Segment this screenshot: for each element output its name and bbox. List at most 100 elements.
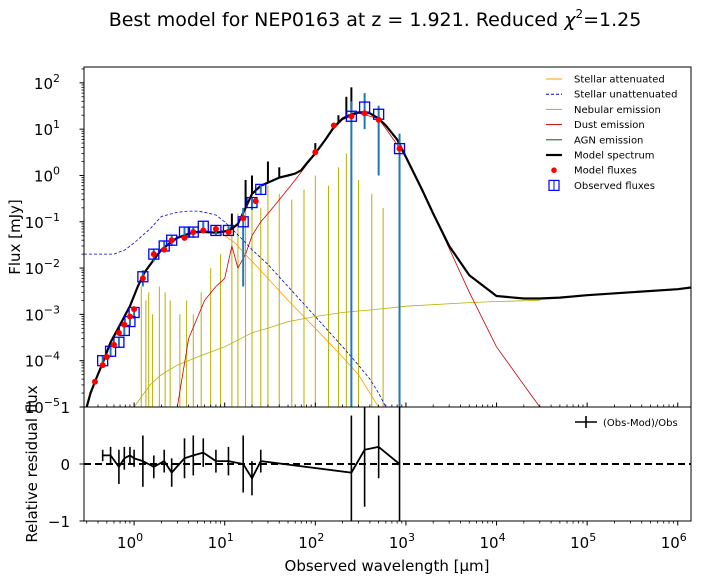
model-flux-point-10: [161, 246, 168, 253]
residual-line: [102, 445, 401, 481]
observed-flux-point-17: [255, 183, 267, 196]
observed-flux-point-11: [187, 226, 199, 238]
y-tick-exp: −4: [44, 350, 60, 363]
title-sup: 2: [575, 7, 583, 21]
residual-ylabel: Relative residual flux: [23, 385, 41, 542]
y-tick-base: 10: [34, 167, 53, 185]
y-tick-exp: −2: [44, 257, 60, 270]
y-tick-base: 10: [25, 214, 44, 232]
model-flux-point-19: [312, 149, 319, 156]
observed-flux-point-6: [137, 271, 149, 283]
observed-flux-point-13: [210, 224, 222, 237]
x-tick-label-1: 101: [208, 531, 234, 552]
x-tick-label-6: 106: [661, 531, 687, 552]
y-tick-base: 10: [25, 353, 44, 371]
title-prefix: Best model for NEP0163 at z = 1.921. Red…: [109, 9, 565, 31]
main-legend: Stellar attenuated Stellar unattenuated Ne…: [546, 75, 677, 192]
x-tick-base: 10: [570, 534, 589, 552]
model-flux-point-1: [99, 362, 106, 369]
main-plot-area: [84, 67, 691, 407]
model-flux-point-20: [330, 122, 337, 129]
y-tick-base: 10: [25, 260, 44, 278]
model-flux-point-12: [181, 234, 188, 241]
chart-title: Best model for NEP0163 at z = 1.921. Red…: [109, 7, 642, 31]
legend-label: Model fluxes: [574, 166, 637, 177]
legend-label: Model spectrum: [574, 151, 655, 162]
x-tick-base: 10: [479, 534, 498, 552]
res-y-tick-label-0: −1: [48, 513, 70, 531]
title-chi: χ: [563, 9, 576, 31]
model-flux-point-8: [139, 275, 146, 282]
legend-marker-model-fluxes: [551, 167, 557, 173]
series-nebular-emission: [133, 300, 540, 407]
x-tick-base: 10: [298, 534, 317, 552]
x-axis-ticks: 100 101 102 103 104 105 106: [86, 402, 687, 552]
model-flux-point-13: [190, 229, 197, 236]
x-tick-exp: 5: [589, 531, 596, 544]
x-tick-exp: 1: [227, 531, 234, 544]
x-tick-label-3: 103: [389, 531, 415, 552]
model-flux-point-9: [150, 251, 157, 258]
model-flux-point-23: [375, 116, 382, 123]
y-tick-base: 10: [25, 399, 44, 417]
model-flux-point-18: [252, 198, 259, 205]
legend-label-residual: (Obs-Mod)/Obs: [603, 418, 678, 429]
xlabel: Observed wavelength [μm]: [285, 557, 490, 575]
model-flux-point-24: [396, 145, 403, 152]
x-tick-label-2: 102: [298, 531, 324, 552]
observed-flux-point-14: [222, 224, 235, 237]
y-tick-label-5: 100: [34, 164, 60, 185]
main-series-layer: [84, 87, 691, 407]
legend-label: Dust emission: [574, 120, 645, 131]
x-tick-base: 10: [117, 534, 136, 552]
x-tick-exp: 0: [136, 531, 143, 544]
main-ylabel: Flux [mJy]: [6, 199, 24, 275]
x-tick-label-5: 105: [570, 531, 596, 552]
y-tick-label-1: 10−4: [25, 350, 60, 371]
y-tick-exp: 0: [53, 164, 60, 177]
residual-y-axis-ticks: −1 0 1: [48, 399, 84, 531]
legend-label: AGN emission: [574, 135, 643, 146]
model-flux-point-17: [240, 215, 247, 222]
model-flux-point-11: [168, 237, 175, 244]
x-tick-label-4: 104: [479, 531, 505, 552]
model-flux-point-7: [131, 306, 138, 313]
observed-flux-point-21: [393, 142, 406, 155]
x-tick-label-0: 100: [117, 531, 143, 552]
x-tick-exp: 2: [317, 531, 324, 544]
y-tick-exp: −1: [44, 211, 60, 224]
title-suffix: =1.25: [583, 9, 641, 31]
legend-label: Stellar unattenuated: [574, 90, 677, 101]
x-tick-exp: 6: [680, 531, 687, 544]
observed-flux-point-18: [345, 110, 358, 122]
y-tick-exp: −3: [44, 303, 60, 316]
legend-label: Nebular emission: [574, 105, 661, 116]
x-tick-exp: 3: [408, 531, 415, 544]
res-y-tick-label-2: 1: [60, 399, 70, 417]
y-tick-label-0: 10−5: [25, 396, 60, 417]
model-flux-point-6: [126, 313, 133, 320]
x-tick-base: 10: [661, 534, 680, 552]
y-tick-label-3: 10−2: [25, 257, 60, 278]
model-flux-point-15: [212, 225, 219, 232]
y-tick-base: 10: [34, 75, 53, 93]
legend-label: Observed fluxes: [574, 181, 655, 192]
observed-flux-point-9: [166, 234, 178, 246]
model-flux-point-16: [225, 229, 232, 236]
y-tick-base: 10: [34, 121, 53, 139]
legend-label: Stellar attenuated: [574, 75, 665, 86]
observed-flux-point-1: [104, 345, 117, 357]
series-model-spectrum: [85, 111, 691, 407]
model-flux-point-4: [115, 329, 122, 336]
model-flux-point-14: [200, 227, 207, 234]
series-stellar-unattenuated: [84, 210, 387, 407]
model-flux-point-5: [121, 321, 128, 328]
residual-series-layer: [84, 407, 691, 521]
model-flux-point-3: [110, 341, 117, 348]
model-flux-point-0: [91, 378, 98, 385]
y-tick-exp: −5: [44, 396, 60, 409]
model-flux-point-22: [361, 110, 368, 117]
res-y-tick-label-1: 0: [60, 456, 70, 474]
x-tick-exp: 4: [499, 531, 506, 544]
